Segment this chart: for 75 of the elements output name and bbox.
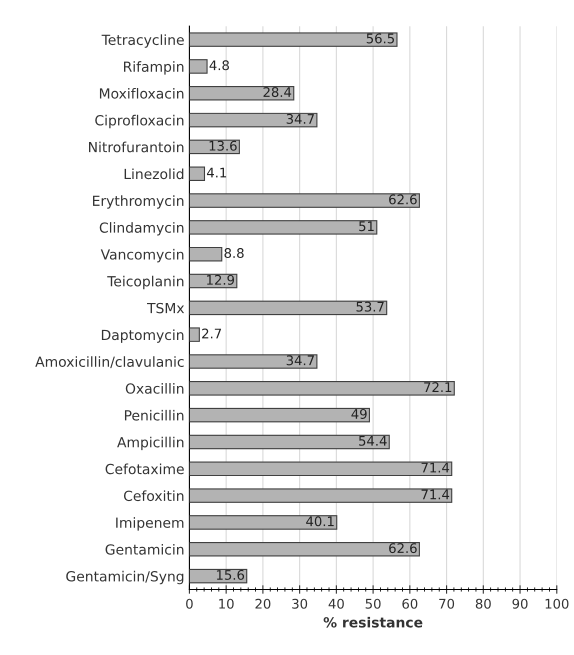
bar bbox=[189, 274, 238, 288]
x-axis-title: % resistance bbox=[324, 616, 422, 628]
x-tick-label: 50 bbox=[366, 598, 381, 609]
x-tick-label: 80 bbox=[476, 598, 491, 609]
y-tick-label: Daptomycin bbox=[102, 329, 184, 343]
bar bbox=[189, 86, 294, 101]
bar bbox=[189, 408, 370, 422]
bar bbox=[189, 327, 200, 342]
y-tick-label: Cefotaxime bbox=[106, 464, 184, 474]
bar bbox=[189, 193, 420, 208]
x-tick-label: 40 bbox=[328, 598, 344, 609]
bar bbox=[189, 220, 378, 235]
data-label: 15.6 bbox=[216, 570, 244, 580]
data-label: 72.1 bbox=[424, 382, 452, 392]
y-tick-label: Vancomycin bbox=[100, 248, 184, 262]
x-tick-label: 30 bbox=[292, 598, 308, 609]
y-tick-label: Amoxicillin/clavulanic bbox=[35, 356, 184, 368]
bar bbox=[189, 515, 338, 530]
data-label: 71.4 bbox=[422, 462, 450, 472]
data-label: 34.7 bbox=[286, 355, 314, 366]
y-tick-label: Linezolid bbox=[124, 168, 184, 180]
y-tick-label: Moxifloxacin bbox=[100, 88, 184, 99]
bar bbox=[189, 32, 398, 47]
bar bbox=[189, 300, 388, 316]
bar bbox=[189, 112, 318, 128]
data-label: 56.5 bbox=[366, 33, 394, 44]
y-tick-label: Imipenem bbox=[116, 517, 184, 531]
bar bbox=[189, 542, 420, 557]
x-tick-label: 90 bbox=[512, 598, 528, 609]
data-label: 54.4 bbox=[359, 436, 387, 446]
y-tick-label: Rifampin bbox=[124, 61, 184, 75]
bar bbox=[189, 59, 208, 74]
data-label: 62.6 bbox=[389, 194, 417, 204]
bar bbox=[189, 381, 455, 396]
bar bbox=[189, 568, 248, 584]
y-tick-label: Cefoxitin bbox=[124, 490, 184, 502]
y-tick-label: Clindamycin bbox=[100, 222, 184, 236]
bar bbox=[189, 462, 452, 476]
x-tick-label: 70 bbox=[439, 598, 454, 609]
data-label: 13.6 bbox=[210, 140, 237, 151]
y-tick-label: Ciprofloxacin bbox=[95, 114, 184, 128]
x-tick-label: 20 bbox=[255, 598, 270, 609]
data-label: 53.7 bbox=[356, 302, 384, 312]
y-tick-label: Gentamicin/Syng bbox=[66, 570, 184, 584]
y-tick-label: Nitrofurantoin bbox=[89, 142, 184, 152]
data-label: 2.7 bbox=[202, 328, 222, 338]
x-tick-label: 100 bbox=[546, 598, 568, 609]
x-tick-label: 0 bbox=[186, 598, 193, 609]
data-label: 34.7 bbox=[286, 114, 314, 124]
y-tick-label: Gentamicin bbox=[106, 544, 184, 555]
data-label: 49 bbox=[351, 408, 367, 419]
data-label: 4.8 bbox=[210, 60, 229, 70]
bar bbox=[189, 488, 452, 503]
data-label: 40.1 bbox=[306, 516, 334, 526]
x-tick-label: 60 bbox=[402, 598, 418, 609]
data-label: 62.6 bbox=[389, 543, 417, 554]
data-label: 4.1 bbox=[206, 168, 226, 178]
y-tick-label: Tetracycline bbox=[102, 34, 184, 48]
y-tick-label: TSMx bbox=[147, 302, 184, 314]
y-tick-label: Teicoplanin bbox=[107, 276, 184, 290]
bar bbox=[189, 166, 206, 181]
data-label: 28.4 bbox=[264, 87, 292, 98]
y-tick-label: Ampicillin bbox=[117, 436, 184, 450]
data-label: 71.4 bbox=[422, 490, 450, 500]
data-label: 12.9 bbox=[207, 274, 234, 285]
data-label: 8.8 bbox=[224, 248, 244, 258]
data-label: 51 bbox=[359, 221, 374, 232]
y-tick-label: Erythromycin bbox=[93, 195, 184, 209]
bar bbox=[189, 434, 390, 450]
bar bbox=[189, 246, 222, 262]
y-tick-label: Penicillin bbox=[124, 410, 184, 421]
bar bbox=[189, 354, 318, 369]
y-tick-label: Oxacillin bbox=[126, 383, 184, 394]
x-tick-label: 10 bbox=[219, 598, 234, 609]
bar bbox=[189, 140, 240, 154]
